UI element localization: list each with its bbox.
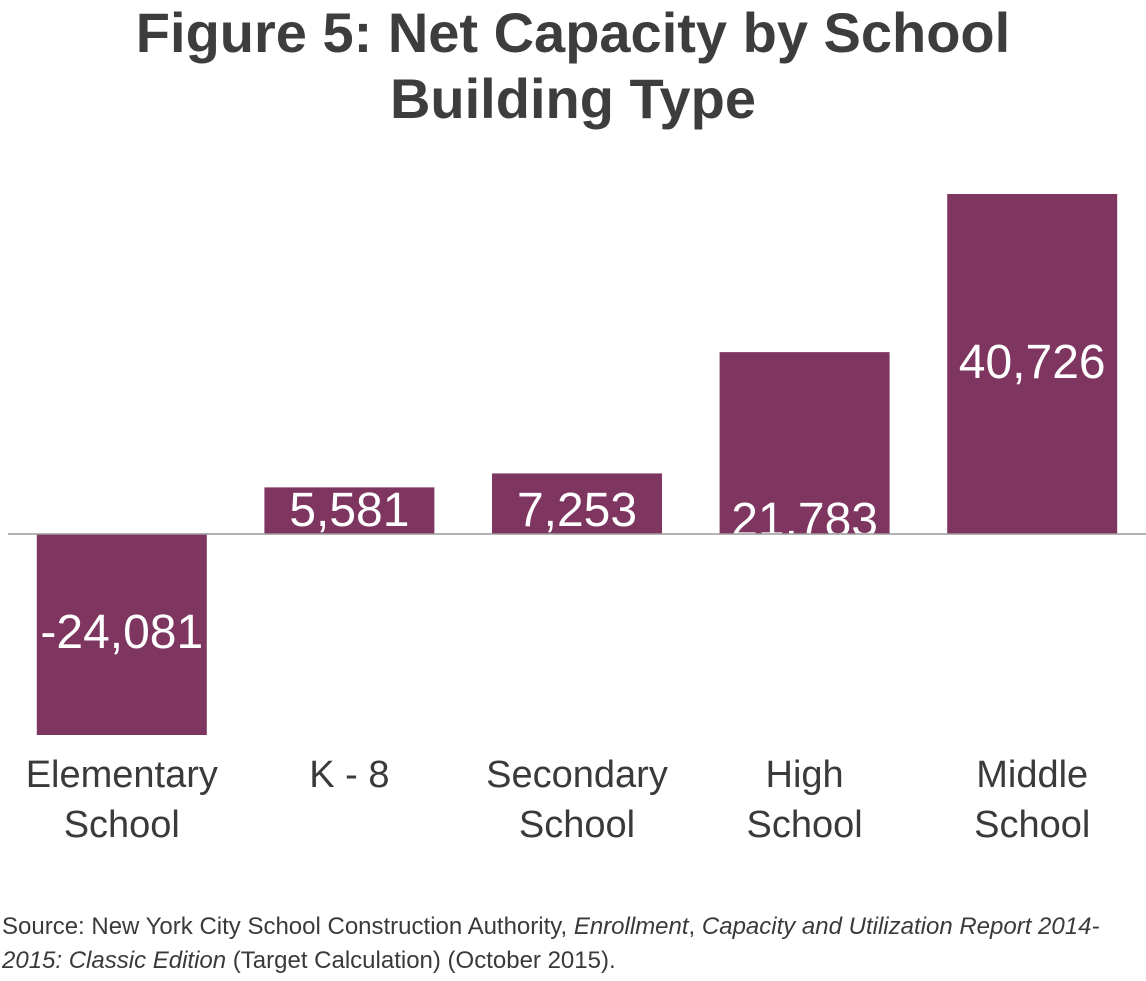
category-label: K - 8 <box>309 754 389 796</box>
chart-title: Figure 5: Net Capacity by School Buildin… <box>0 0 1146 132</box>
bar <box>492 473 662 534</box>
category-label: High School <box>746 754 862 846</box>
category-label: Secondary School <box>486 754 668 846</box>
source-italic-title-1: Enrollment <box>573 913 689 940</box>
bar <box>36 533 207 735</box>
source-separator: , <box>688 913 702 940</box>
bar <box>719 352 890 534</box>
chart-title-line-1: Figure 5: Net Capacity by School <box>135 1 1011 64</box>
bar-value-label: 21,783 <box>731 494 878 547</box>
bar-value-label: 40,726 <box>959 336 1106 389</box>
category-label: Middle School <box>974 754 1090 846</box>
bar <box>947 194 1118 534</box>
category-label: Elementary School <box>26 754 218 846</box>
source-prefix: Source: New York City School Constructio… <box>2 913 574 940</box>
bar-value-label: 5,581 <box>289 484 409 537</box>
source-italic-title-2: Capacity and Utilization Report 2014-201… <box>2 913 1100 974</box>
chart-title-line-2: Building Type <box>389 67 757 130</box>
source-suffix: (Target Calculation) (October 2015). <box>226 947 616 974</box>
bar-value-label: -24,081 <box>40 606 203 659</box>
source-note: Source: New York City School Constructio… <box>2 910 1144 978</box>
bar <box>264 487 435 534</box>
bar-chart: -24,081 5,581 7,253 21,783 40,726 Elementary S… <box>8 194 1146 846</box>
bar-value-label: 7,253 <box>517 484 637 537</box>
